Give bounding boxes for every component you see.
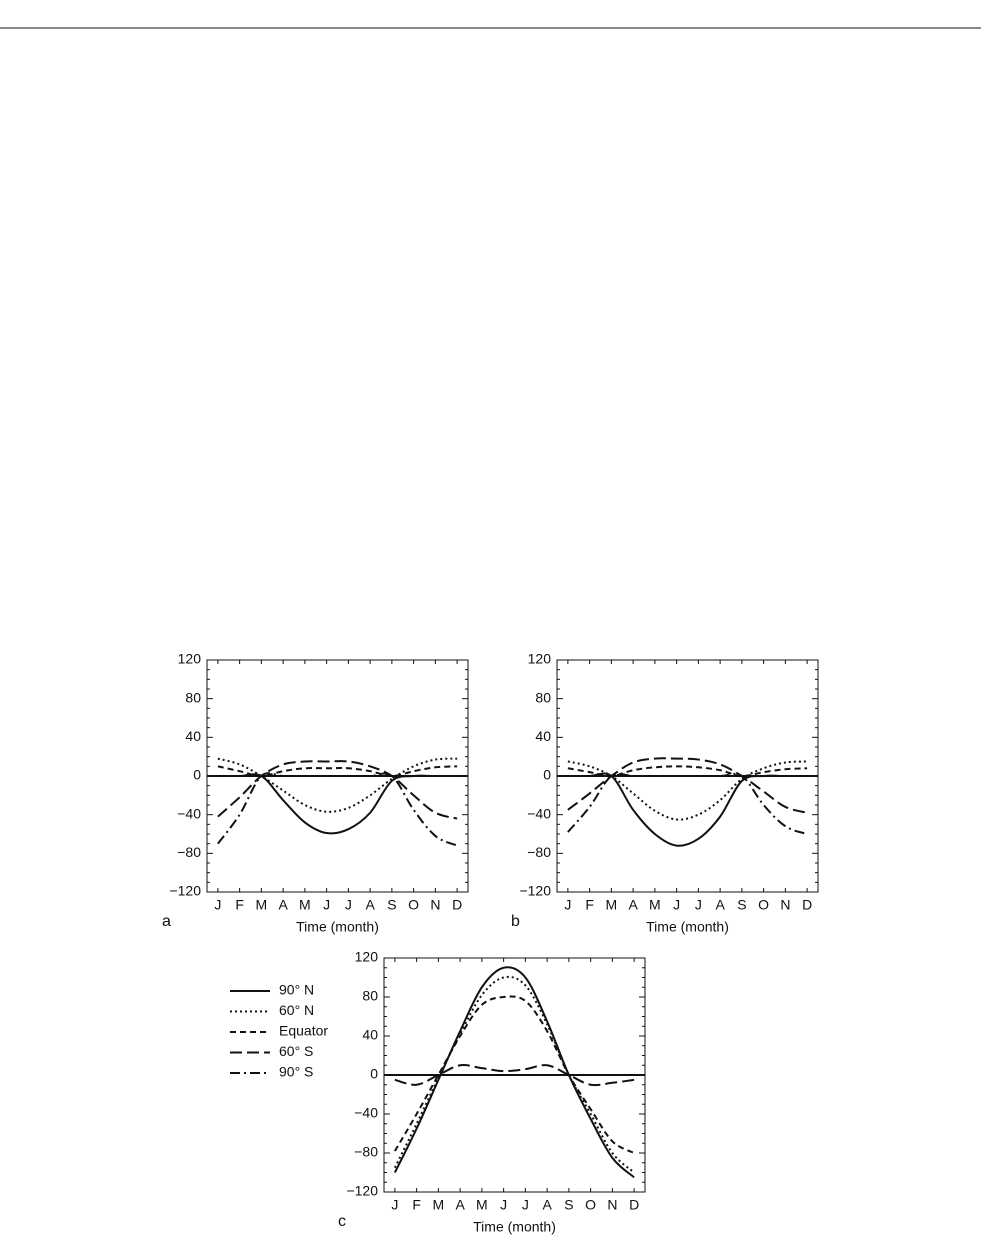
x-tick-label: D [629,1197,639,1213]
x-tick-label: A [628,897,638,913]
series-line [217,760,458,820]
x-tick-label: J [500,1197,507,1213]
x-tick-label: S [737,897,746,913]
x-tick-label: M [433,1197,445,1213]
x-tick-label: D [802,897,812,913]
y-tick-label: 120 [355,949,379,965]
x-tick-label: F [235,897,244,913]
y-tick-label: −120 [169,883,201,899]
x-tick-label: A [542,1197,552,1213]
x-tick-label: D [452,897,462,913]
x-tick-label: F [585,897,594,913]
x-tick-label: M [606,897,618,913]
x-tick-label: A [455,1197,465,1213]
series-line [567,765,808,778]
y-tick-label: 40 [535,728,551,744]
x-tick-label: N [607,1197,617,1213]
y-tick-label: 120 [528,651,552,667]
x-tick-label: J [214,897,221,913]
x-tick-label: J [522,1197,529,1213]
legend-label: 60° S [279,1043,313,1059]
x-tick-label: J [391,1197,398,1213]
series-line [393,975,635,1174]
x-axis-label: Time (month) [646,919,729,935]
panel-label: a [162,913,171,930]
x-tick-label: M [476,1197,488,1213]
x-tick-label: A [365,897,375,913]
x-tick-label: M [299,897,311,913]
legend-label: 60° N [279,1002,314,1018]
legend-label: Equator [279,1023,328,1039]
y-tick-label: −120 [519,883,551,899]
y-tick-label: −80 [177,844,201,860]
x-tick-label: M [256,897,268,913]
legend-label: 90° S [279,1064,313,1080]
x-tick-label: M [649,897,661,913]
y-tick-label: 120 [178,651,202,667]
y-tick-label: 80 [362,988,378,1004]
series-line [217,772,458,847]
series-line [567,760,808,821]
y-tick-label: −40 [527,805,551,821]
x-tick-label: J [673,897,680,913]
x-tick-label: J [695,897,702,913]
x-tick-label: F [412,1197,421,1213]
x-tick-label: A [278,897,288,913]
y-tick-label: 40 [185,728,201,744]
y-tick-label: 0 [193,767,201,783]
y-tick-label: −80 [354,1144,378,1160]
x-axis-label: Time (month) [473,1219,556,1235]
x-tick-label: O [408,897,419,913]
x-tick-label: J [323,897,330,913]
y-tick-label: −80 [527,844,551,860]
x-tick-label: O [585,1197,596,1213]
x-tick-label: N [780,897,790,913]
x-tick-label: A [715,897,725,913]
x-axis-label: Time (month) [296,919,379,935]
series-line [567,772,808,835]
legend-label: 90° N [279,982,314,998]
y-tick-label: −40 [177,805,201,821]
series-line [217,773,458,835]
x-tick-label: J [345,897,352,913]
x-tick-label: O [758,897,769,913]
y-tick-label: 80 [185,689,201,705]
panel-label: b [511,913,520,930]
x-tick-label: J [564,897,571,913]
y-tick-label: 80 [535,689,551,705]
x-tick-label: N [430,897,440,913]
y-tick-label: 0 [543,767,551,783]
y-tick-label: 0 [370,1066,378,1082]
y-tick-label: 40 [362,1027,378,1043]
y-tick-label: −40 [354,1105,378,1121]
x-tick-label: S [564,1197,573,1213]
y-tick-label: −120 [346,1183,378,1199]
series-line [394,995,635,1154]
x-tick-label: S [387,897,396,913]
panel-label: c [338,1213,346,1230]
series-line [567,772,808,847]
series-line [393,966,635,1179]
series-line [217,765,458,778]
series-line [217,757,458,813]
